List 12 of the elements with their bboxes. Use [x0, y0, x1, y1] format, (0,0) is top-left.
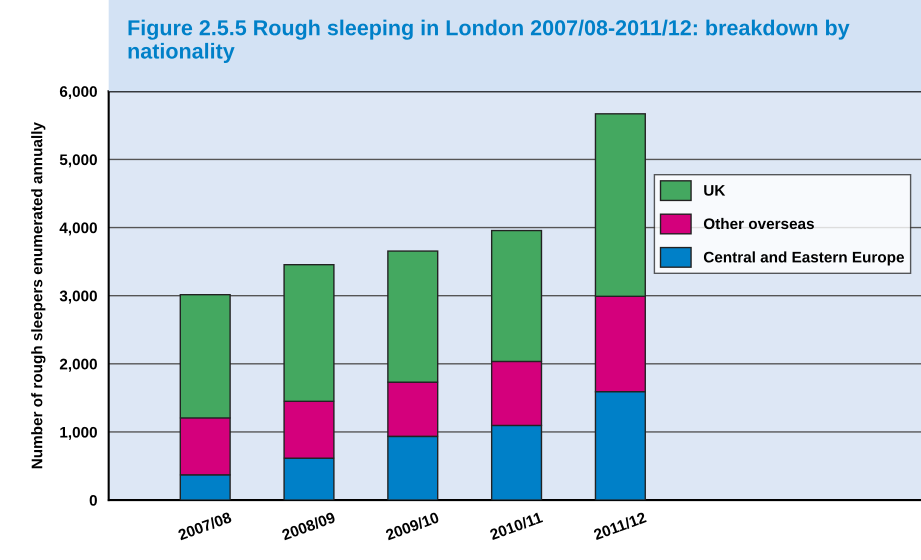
y-tick-label: 3,000: [60, 290, 97, 304]
y-tick-label: 0: [90, 494, 97, 506]
y-tick-label: 1,000: [60, 426, 97, 440]
legend-label: Other overseas: [704, 218, 814, 230]
y-tick-label: 5,000: [60, 154, 97, 168]
y-axis-title: Number of rough sleepers enumerated annually: [31, 122, 46, 468]
legend-label: Central and Eastern Europe: [704, 251, 904, 266]
y-tick-label: 6,000: [60, 86, 97, 100]
y-tick-label: 2,000: [60, 358, 97, 372]
legend-label: UK: [704, 185, 726, 196]
chart-title: Figure 2.5.5 Rough sleeping in London 2007/08-2011/12: breakdown by nationality: [128, 20, 850, 63]
y-tick-label: 4,000: [60, 222, 97, 236]
